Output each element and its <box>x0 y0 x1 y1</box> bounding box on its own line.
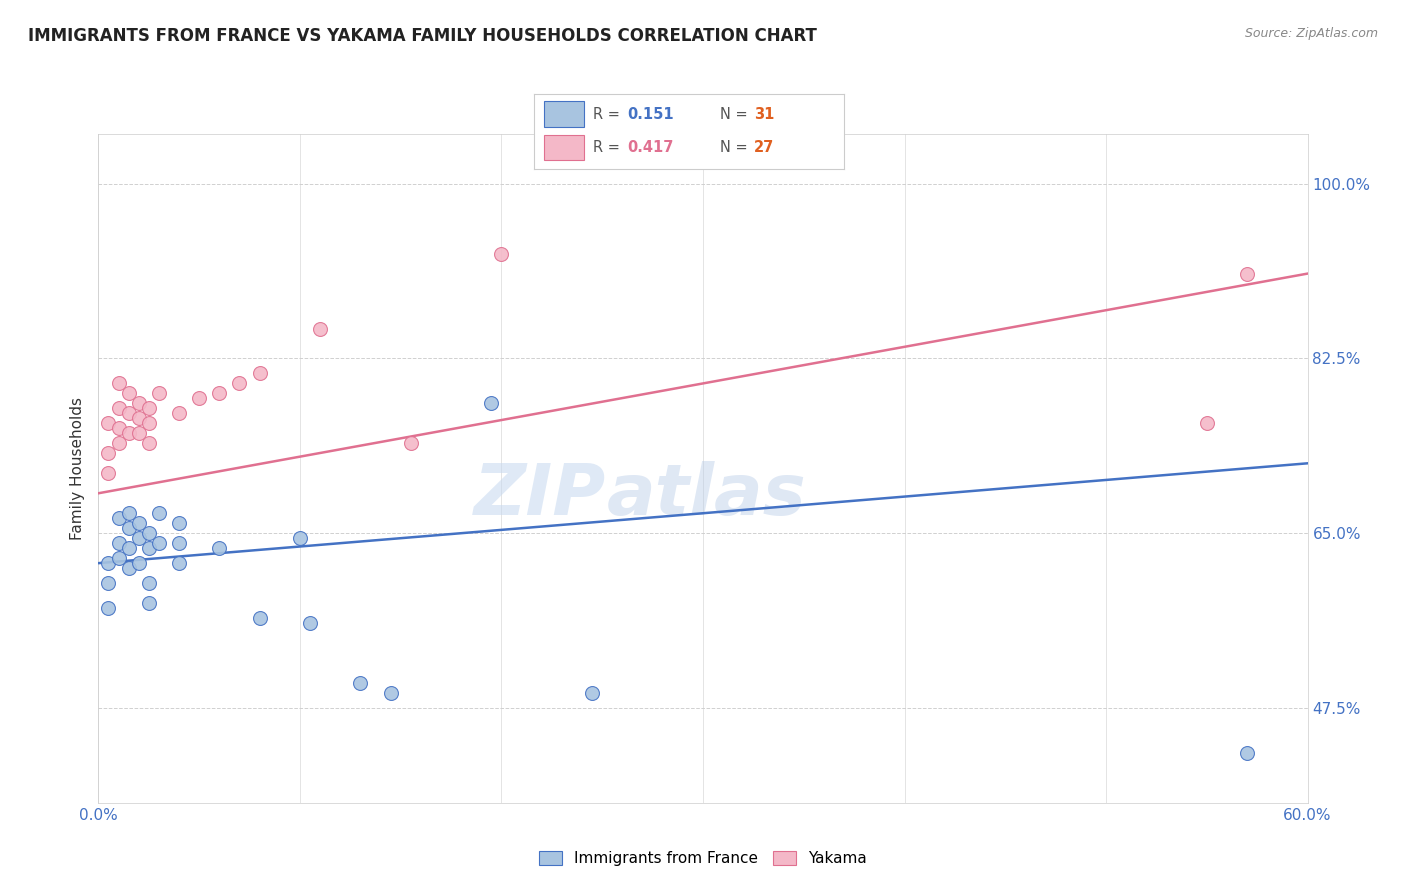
Y-axis label: Family Households: Family Households <box>70 397 86 540</box>
Point <box>349 676 371 690</box>
Text: atlas: atlas <box>606 460 806 530</box>
Point <box>118 426 141 441</box>
Point <box>481 396 503 410</box>
Point <box>128 556 150 570</box>
Point <box>107 551 129 566</box>
Point <box>208 541 231 556</box>
Point <box>138 436 160 450</box>
Text: IMMIGRANTS FROM FRANCE VS YAKAMA FAMILY HOUSEHOLDS CORRELATION CHART: IMMIGRANTS FROM FRANCE VS YAKAMA FAMILY … <box>28 27 817 45</box>
Point <box>118 506 141 520</box>
Point <box>581 686 603 700</box>
Point <box>138 541 160 556</box>
Point <box>249 367 271 381</box>
Point <box>138 401 160 416</box>
Point <box>399 436 422 450</box>
Point <box>288 531 311 545</box>
Point <box>167 516 190 531</box>
Bar <box>544 101 583 127</box>
Text: R =: R = <box>593 107 620 121</box>
Point <box>97 601 120 615</box>
Point <box>118 561 141 575</box>
Point <box>128 396 150 410</box>
Point <box>138 417 160 431</box>
Point <box>128 531 150 545</box>
Point <box>97 417 120 431</box>
Point <box>167 406 190 420</box>
Point <box>118 541 141 556</box>
Point <box>138 526 160 541</box>
Point <box>97 446 120 460</box>
Point <box>1236 746 1258 760</box>
Bar <box>544 135 583 161</box>
Text: Source: ZipAtlas.com: Source: ZipAtlas.com <box>1244 27 1378 40</box>
Point <box>167 556 190 570</box>
Point <box>309 321 332 335</box>
Point <box>208 386 231 401</box>
Point <box>138 596 160 610</box>
Legend: Immigrants from France, Yakama: Immigrants from France, Yakama <box>533 845 873 872</box>
Point <box>188 392 211 406</box>
Point <box>249 611 271 625</box>
Point <box>118 521 141 535</box>
Text: N =: N = <box>720 140 748 155</box>
Point <box>118 406 141 420</box>
Text: R =: R = <box>593 140 620 155</box>
Point <box>128 426 150 441</box>
Point <box>107 436 129 450</box>
Point <box>107 421 129 435</box>
Point <box>97 576 120 591</box>
Point <box>1195 417 1218 431</box>
Point <box>228 376 250 391</box>
Point <box>97 556 120 570</box>
Point <box>107 511 129 525</box>
Text: ZIP: ZIP <box>474 460 606 530</box>
Point <box>118 386 141 401</box>
Point <box>107 376 129 391</box>
Point <box>107 401 129 416</box>
Point <box>148 386 170 401</box>
Point <box>107 536 129 550</box>
Point <box>97 467 120 481</box>
Point <box>299 616 322 631</box>
Text: N =: N = <box>720 107 748 121</box>
Point <box>148 506 170 520</box>
Point <box>128 516 150 531</box>
Point <box>1236 267 1258 281</box>
Point <box>167 536 190 550</box>
Text: 0.151: 0.151 <box>627 107 673 121</box>
Point <box>491 246 513 260</box>
Point <box>380 686 402 700</box>
Point <box>128 411 150 425</box>
Point <box>148 536 170 550</box>
Text: 27: 27 <box>754 140 775 155</box>
Text: 31: 31 <box>754 107 775 121</box>
Text: 0.417: 0.417 <box>627 140 673 155</box>
Point <box>138 576 160 591</box>
